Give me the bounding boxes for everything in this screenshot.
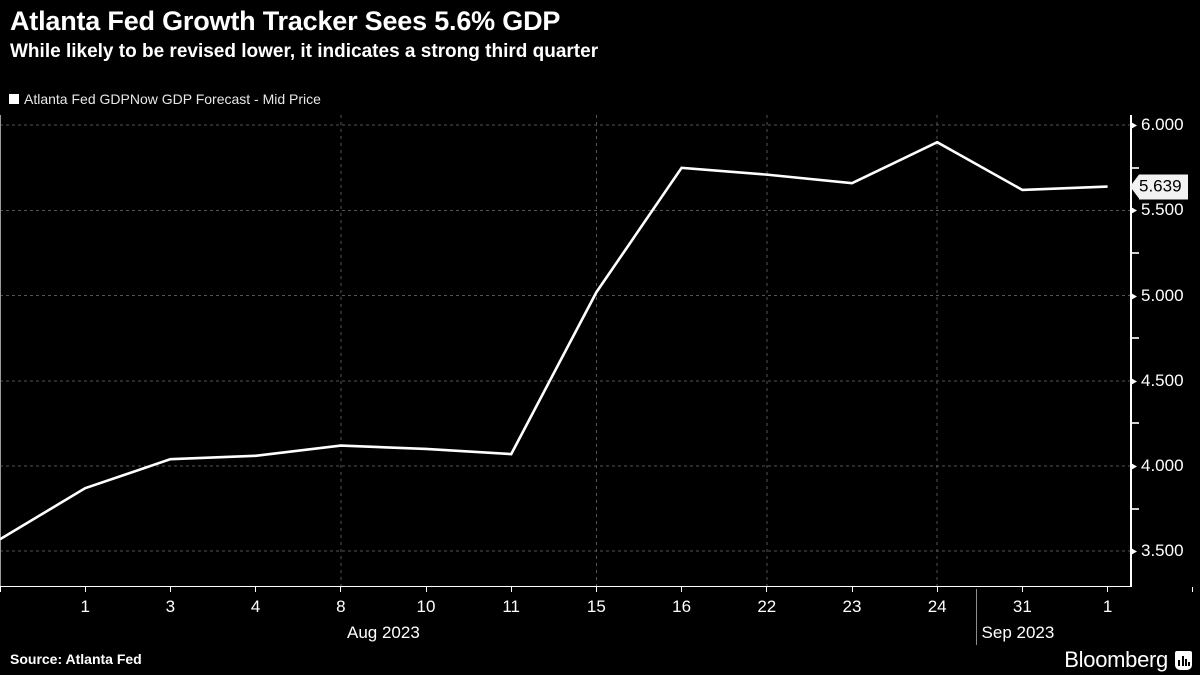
x-axis-tick-label: 8	[336, 597, 346, 616]
x-axis-tick-mark	[340, 587, 342, 592]
y-tick-arrow-icon	[1130, 462, 1139, 471]
y-axis-minor-tick	[1131, 166, 1139, 169]
source-note: Source: Atlanta Fed	[10, 651, 142, 667]
price-flag-pointer-icon	[1130, 174, 1139, 199]
y-axis-minor-tick	[1131, 337, 1139, 340]
x-axis-tick-mark	[851, 587, 853, 592]
header: Atlanta Fed Growth Tracker Sees 5.6% GDP…	[10, 4, 1190, 66]
month-separator	[975, 589, 977, 645]
y-tick-arrow-icon	[1130, 376, 1139, 386]
x-axis-tick-label: 16	[672, 597, 692, 616]
x-axis-tick-label: 11	[502, 597, 521, 616]
x-axis-month-label: Sep 2023	[981, 623, 1055, 642]
page-title: Atlanta Fed Growth Tracker Sees 5.6% GDP	[10, 6, 561, 36]
y-axis-spine	[1130, 115, 1132, 587]
x-axis: 1 3 4 8 10 11 15 16 22 23 24 31 1 Aug 2023 Sep 2023	[0, 587, 1200, 647]
y-axis-tick-label: 5.000	[1141, 285, 1184, 305]
footer: Source: Atlanta Fed Bloomberg	[0, 647, 1200, 675]
y-axis-tick-label: 4.500	[1141, 370, 1184, 390]
y-axis: 6.000 5.500 5.000 4.500 4.000 3.500 5.639	[1130, 115, 1200, 587]
x-axis-tick-label: 1	[80, 597, 90, 616]
y-tick-arrow-icon	[1130, 547, 1139, 556]
x-axis-tick-label: 24	[927, 597, 947, 616]
x-axis-tick-mark	[169, 587, 171, 592]
x-axis-tick-label: 3	[165, 597, 176, 616]
y-axis-tick-label: 5.500	[1141, 200, 1184, 220]
y-axis-minor-tick	[1131, 252, 1139, 255]
x-axis-tick-label: 1	[1102, 597, 1113, 616]
x-axis-tick-mark	[1021, 587, 1023, 592]
x-axis-tick-label: 23	[842, 597, 862, 616]
y-axis-minor-tick	[1131, 422, 1139, 425]
y-tick-arrow-icon	[1130, 206, 1139, 215]
chart-canvas	[0, 115, 1130, 587]
x-axis-tick-mark	[936, 587, 938, 592]
x-axis-tick-label: 22	[757, 597, 777, 616]
x-axis-tick-mark	[681, 587, 683, 592]
y-tick-arrow-icon	[1130, 121, 1139, 130]
last-price-value: 5.639	[1139, 174, 1188, 200]
x-axis-tick-mark	[84, 587, 86, 592]
y-axis-minor-tick	[1131, 507, 1139, 510]
page-subtitle: While likely to be revised lower, it ind…	[10, 41, 599, 62]
x-axis-tick-mark	[1107, 587, 1109, 592]
x-axis-tick-label: 15	[586, 597, 606, 616]
last-price-flag: 5.639	[1130, 174, 1188, 200]
y-axis-tick-label: 3.500	[1141, 541, 1184, 561]
x-axis-tick-mark	[255, 587, 257, 592]
y-tick-arrow-icon	[1130, 291, 1139, 301]
x-axis-tick-mark	[425, 587, 427, 592]
y-axis-tick-label: 6.000	[1141, 115, 1184, 135]
bloomberg-branding: Bloomberg	[1064, 647, 1192, 673]
x-axis-tick-label: 10	[416, 597, 436, 616]
y-axis-tick-label: 4.000	[1141, 456, 1184, 476]
x-axis-tick-label: 4	[250, 597, 261, 616]
x-axis-tick-mark	[595, 587, 597, 592]
x-axis-tick-label: 31	[1012, 597, 1032, 616]
bloomberg-terminal-icon	[1175, 650, 1192, 670]
legend-series-label: Atlanta Fed GDPNow GDP Forecast - Mid Pr…	[24, 91, 321, 107]
x-axis-tick-mark	[0, 587, 1, 592]
x-axis-tick-mark	[510, 587, 512, 592]
x-axis-tick-mark	[766, 587, 768, 592]
brand-name: Bloomberg	[1064, 647, 1168, 672]
x-axis-tick-mark	[1192, 587, 1194, 592]
plot-area	[0, 115, 1130, 587]
x-axis-month-label: Aug 2023	[346, 623, 420, 642]
square-marker-icon	[9, 94, 19, 104]
chart-legend: Atlanta Fed GDPNow GDP Forecast - Mid Pr…	[9, 91, 321, 107]
